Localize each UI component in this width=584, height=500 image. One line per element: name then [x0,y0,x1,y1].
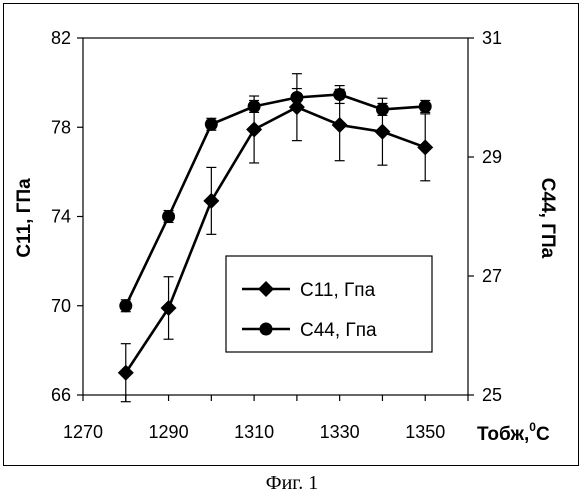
data-point-diamond [374,124,390,140]
figure-caption: Фиг. 1 [0,472,584,495]
data-point-circle [419,100,432,113]
y-tick-label-left: 78 [51,117,71,137]
data-point-circle [248,100,261,113]
x-axis-title-unit-c: C [536,424,550,445]
data-point-diamond [118,365,134,381]
data-point-diamond [417,139,433,155]
data-point-diamond [332,117,348,133]
x-axis-title-main: Тобж, [477,424,529,445]
y-tick-label-right: 27 [482,266,502,286]
legend: C11, Гпа C44, Гпа [226,256,432,352]
data-point-circle [333,88,346,101]
x-tick-label: 1350 [405,422,445,442]
data-point-circle [205,118,218,131]
data-point-circle [119,299,132,312]
legend-label: C44, Гпа [300,320,377,341]
x-tick-label: 1330 [320,422,360,442]
y-tick-label-left: 70 [51,296,71,316]
y-tick-label-left: 82 [51,28,71,48]
data-point-diamond [161,300,177,316]
x-axis-title: Тобж,0C [477,420,550,445]
y-tick-label-left: 74 [51,207,71,227]
y-tick-label-right: 25 [482,385,502,405]
x-tick-label: 1270 [63,422,103,442]
data-point-circle [290,91,303,104]
legend-label: C11, Гпа [300,280,376,301]
y-tick-label-left: 66 [51,385,71,405]
y-axis-title-right: C44, ГПа [537,178,558,259]
y-axis-title-left: C11, ГПа [14,178,35,258]
y-tick-label-right: 31 [482,28,502,48]
y-tick-label-right: 29 [482,147,502,167]
chart-svg: 66 70 74 78 82 25 27 29 31 1270 1290 1310 1330 1350 C… [0,0,584,470]
legend-marker-circle [260,323,273,336]
x-tick-label: 1290 [149,422,189,442]
data-point-diamond [203,193,219,209]
data-point-circle [162,210,175,223]
x-tick-label: 1310 [234,422,274,442]
data-point-circle [376,103,389,116]
data-point-diamond [246,121,262,137]
